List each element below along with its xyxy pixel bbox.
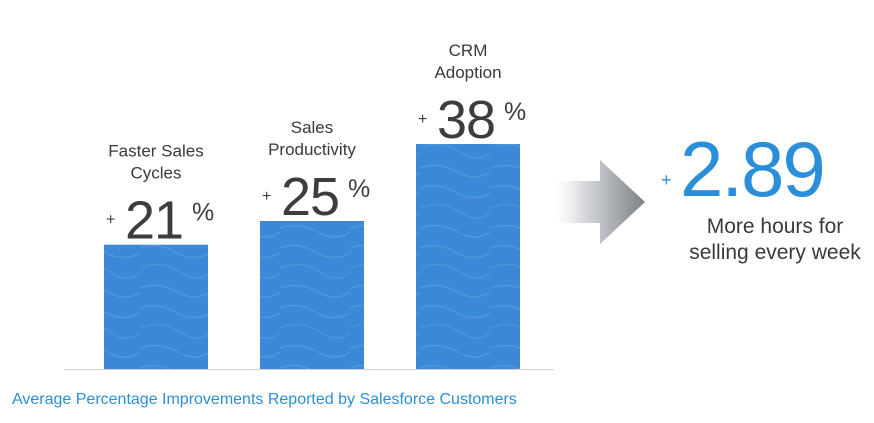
- value-label-3: 38: [437, 90, 495, 150]
- hero-subtitle-line-1: More hours for: [707, 215, 844, 238]
- category-label-3-line-2: Adoption: [434, 63, 501, 82]
- category-label-2: Sales Productivity: [268, 118, 356, 159]
- value-suffix-3: %: [504, 98, 526, 126]
- value-label-1: 21: [125, 191, 183, 251]
- category-label-1-line-1: Faster Sales: [108, 142, 203, 161]
- value-prefix-2: +: [262, 188, 271, 205]
- bar-texture-3: [416, 144, 520, 369]
- arrow-right-icon: [548, 160, 645, 244]
- value-label-2: 25: [281, 167, 339, 227]
- bar-texture-2: [260, 221, 364, 369]
- category-label-1: Faster Sales Cycles: [108, 142, 203, 183]
- category-label-2-line-1: Sales: [291, 118, 334, 137]
- value-suffix-1: %: [192, 199, 214, 227]
- chart-caption: Average Percentage Improvements Reported…: [12, 391, 517, 408]
- category-label-3: CRM Adoption: [434, 41, 501, 82]
- value-prefix-3: +: [418, 111, 427, 128]
- category-label-2-line-2: Productivity: [268, 140, 356, 159]
- category-label-3-line-1: CRM: [449, 41, 488, 60]
- hero-plus-sign: +: [661, 170, 672, 190]
- bar-texture-1: [104, 244, 208, 369]
- value-suffix-2: %: [348, 175, 370, 203]
- category-label-1-line-2: Cycles: [130, 164, 181, 183]
- hero-subtitle-line-2: selling every week: [689, 241, 861, 264]
- value-prefix-1: +: [106, 212, 115, 229]
- hero-value: 2.89: [680, 125, 824, 213]
